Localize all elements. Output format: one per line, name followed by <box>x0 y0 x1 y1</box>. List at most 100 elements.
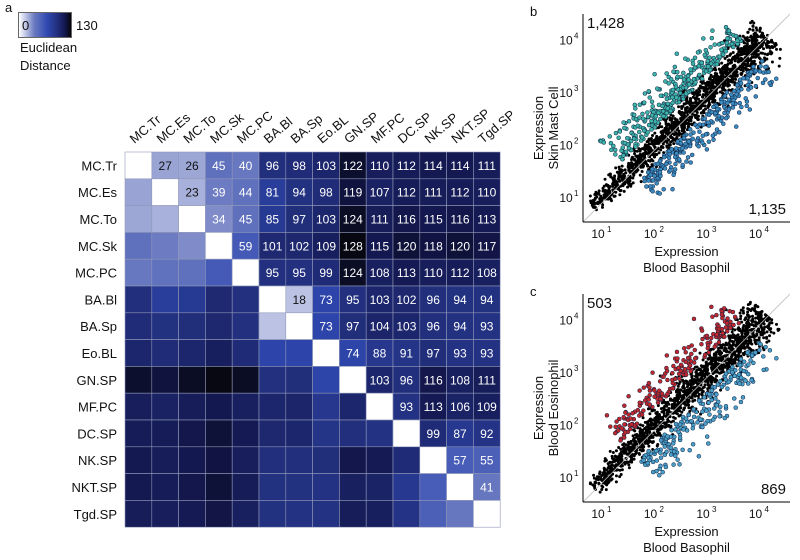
up-point <box>652 119 658 124</box>
data-point <box>597 189 601 193</box>
up-point <box>702 352 708 358</box>
cell-value: 91 <box>400 347 414 361</box>
data-point <box>660 130 664 134</box>
data-point <box>741 309 745 313</box>
heatmap-cell <box>339 339 367 367</box>
cell-value: 94 <box>453 320 467 334</box>
data-point <box>728 53 732 57</box>
data-point <box>743 332 747 336</box>
heatmap-cell <box>231 392 260 421</box>
up-point <box>642 91 648 96</box>
down-point <box>704 434 710 439</box>
data-point <box>666 123 670 127</box>
up-point <box>701 36 706 41</box>
down-point <box>694 138 700 144</box>
data-point <box>704 362 708 366</box>
data-point <box>674 396 678 400</box>
y-tick-label: 10 <box>559 34 573 48</box>
data-point <box>642 431 646 435</box>
heatmap-cell <box>419 339 447 367</box>
down-point <box>716 113 721 119</box>
data-point <box>667 406 671 410</box>
down-point <box>700 409 705 414</box>
x-axis-label-2: Blood Basophil <box>643 540 730 555</box>
up-point <box>646 397 651 402</box>
colorbar-title-1: Euclidean <box>20 40 78 55</box>
up-point <box>673 84 679 90</box>
data-point <box>687 406 691 410</box>
y-axis-label-2: Blood Eosinophil <box>546 359 561 456</box>
data-point <box>723 56 727 60</box>
data-point <box>607 185 611 189</box>
data-point <box>743 41 747 45</box>
data-point <box>646 140 650 144</box>
data-point <box>732 343 736 347</box>
data-point <box>758 43 762 47</box>
heatmap-cell <box>178 339 206 367</box>
data-point <box>709 358 713 362</box>
data-point <box>687 403 691 407</box>
down-point <box>702 395 707 400</box>
data-point <box>630 447 634 451</box>
cell-value: 111 <box>370 213 389 227</box>
data-point <box>724 347 728 351</box>
data-point <box>733 361 737 365</box>
data-point <box>740 57 744 61</box>
data-point <box>702 365 706 369</box>
up-point <box>695 50 701 55</box>
data-point <box>729 335 733 339</box>
data-point <box>672 402 676 406</box>
up-point <box>735 38 740 43</box>
down-point <box>687 447 692 453</box>
up-point <box>723 49 729 54</box>
down-point <box>704 408 709 413</box>
data-point <box>733 54 737 58</box>
cell-value: 116 <box>450 213 469 227</box>
up-point <box>665 101 671 107</box>
data-point <box>734 358 738 362</box>
data-point <box>633 152 637 156</box>
data-point <box>593 480 597 484</box>
data-point <box>601 186 605 190</box>
data-point <box>677 414 681 418</box>
heatmap-cell <box>365 473 394 501</box>
data-point <box>630 166 634 170</box>
down-point <box>657 472 662 478</box>
heatmap-cell <box>312 366 340 394</box>
data-point <box>641 424 645 428</box>
up-point <box>724 40 730 46</box>
data-point <box>643 420 647 424</box>
data-point <box>617 446 621 450</box>
heatmap-cell <box>178 258 206 287</box>
up-point <box>681 77 687 82</box>
down-point <box>711 406 717 411</box>
data-point <box>767 318 771 322</box>
data-point <box>759 316 763 320</box>
x-tick-exponent: 4 <box>765 505 770 514</box>
data-point <box>663 425 667 429</box>
data-point <box>608 449 612 453</box>
row-label: NK.SP <box>78 453 117 468</box>
down-point <box>774 356 779 361</box>
data-point <box>621 443 625 447</box>
data-point <box>603 193 607 197</box>
data-point <box>644 441 648 445</box>
cell-value: 95 <box>266 266 280 280</box>
data-point <box>754 338 758 342</box>
row-label: NKT.SP <box>71 480 117 495</box>
data-point <box>618 468 622 472</box>
y-tick-label: 10 <box>559 366 573 380</box>
cell-value: 93 <box>480 320 494 334</box>
down-point <box>680 447 685 453</box>
data-point <box>738 65 742 69</box>
up-point <box>625 135 630 141</box>
down-point <box>690 441 696 447</box>
down-point <box>730 364 735 370</box>
data-point <box>740 71 744 75</box>
data-point <box>670 135 674 139</box>
y-tick-exponent: 1 <box>574 469 579 478</box>
cell-value: 109 <box>477 400 497 414</box>
heatmap-cell <box>339 312 367 340</box>
down-point <box>663 161 669 167</box>
heatmap-cell <box>151 258 179 287</box>
